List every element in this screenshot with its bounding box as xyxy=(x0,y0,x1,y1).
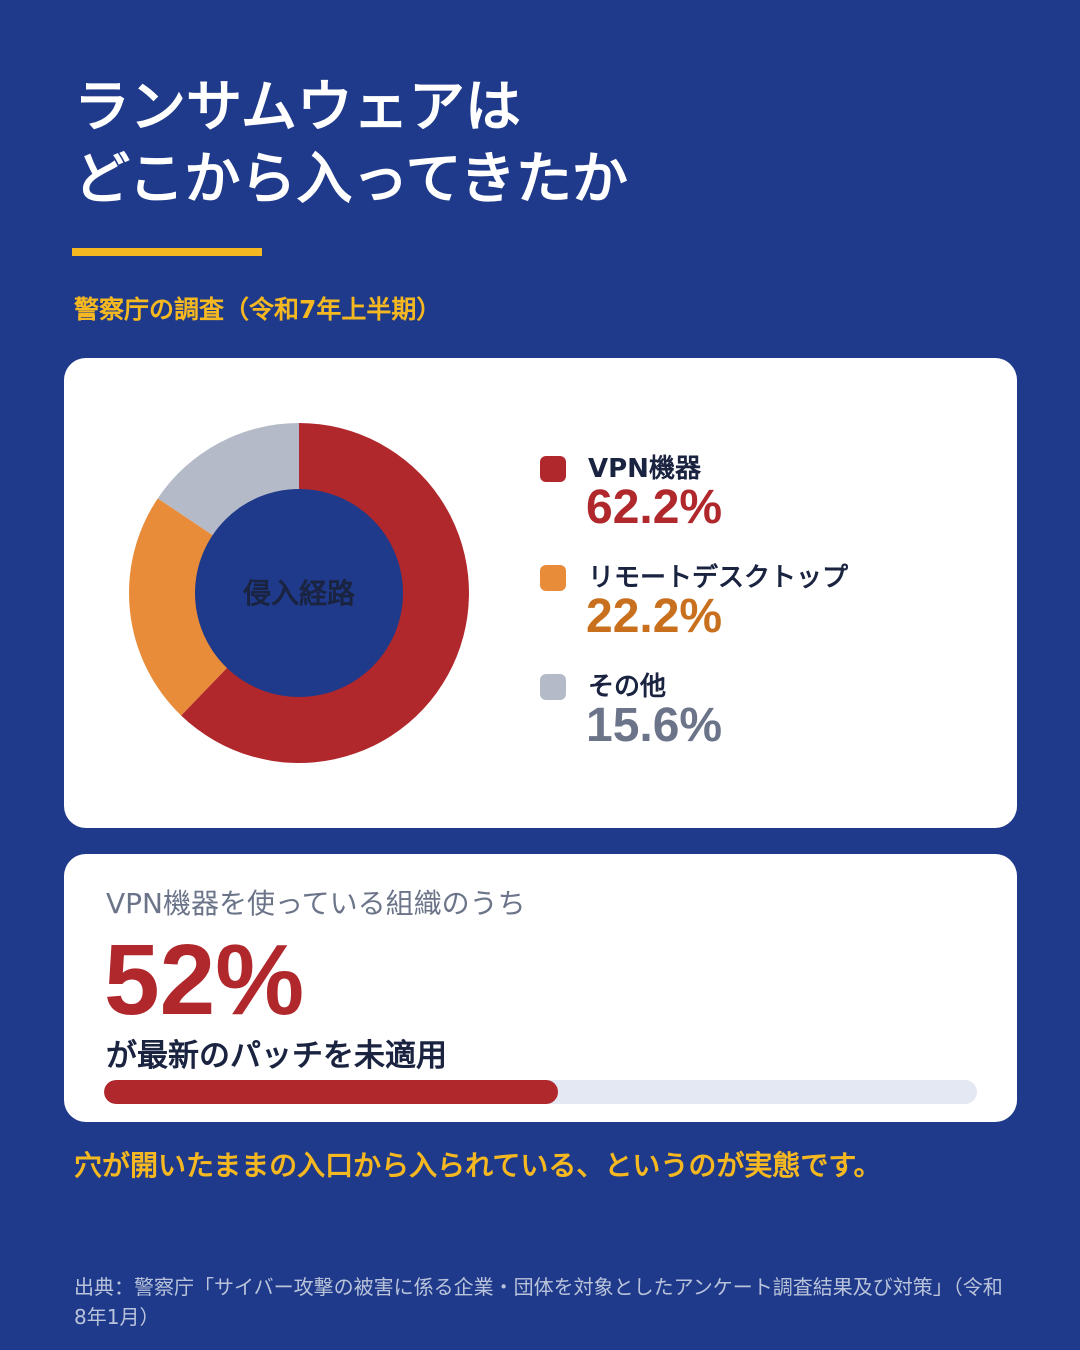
title-line-1: ランサムウェアは xyxy=(74,75,521,140)
legend-label: VPN機器 xyxy=(588,454,701,484)
stat-card: VPN機器を使っている組織のうち 52% が最新のパッチを未適用 xyxy=(64,854,1017,1122)
legend-value: 15.6% xyxy=(586,699,723,752)
chart-card: 侵入経路 VPN機器 62.2% リモートデスクトップ 22.2% その他 15… xyxy=(64,358,1017,828)
stat-lead-text: VPN機器を使っている組織のうち xyxy=(106,887,526,920)
donut-chart: 侵入経路 xyxy=(129,423,469,763)
legend-swatch-remote-desktop xyxy=(540,565,566,591)
progress-bar-fill xyxy=(104,1080,558,1104)
legend-swatch-vpn xyxy=(540,456,566,482)
donut-center-label: 侵入経路 xyxy=(242,577,356,610)
stat-percentage: 52% xyxy=(104,924,305,1036)
title-line-2: どこから入ってきたか xyxy=(74,147,628,212)
donut-hole xyxy=(195,489,403,697)
stat-tail-text: が最新のパッチを未適用 xyxy=(106,1038,447,1074)
progress-bar-track xyxy=(104,1080,977,1104)
legend-value: 22.2% xyxy=(586,590,723,643)
legend-value: 62.2% xyxy=(586,481,723,534)
legend-swatch-other xyxy=(540,674,566,700)
source-citation: 出典：警察庁「サイバー攻撃の被害に係る企業・団体を対象としたアンケート調査結果及… xyxy=(74,1275,1003,1329)
survey-subtitle: 警察庁の調査（令和7年上半期） xyxy=(74,295,442,324)
legend-label: その他 xyxy=(588,672,667,702)
page-title: ランサムウェアは どこから入ってきたか xyxy=(74,72,628,216)
title-underline xyxy=(72,248,262,256)
legend-label: リモートデスクトップ xyxy=(588,563,849,593)
conclusion-text: 穴が開いたままの入口から入られている、というのが実態です。 xyxy=(74,1149,882,1182)
